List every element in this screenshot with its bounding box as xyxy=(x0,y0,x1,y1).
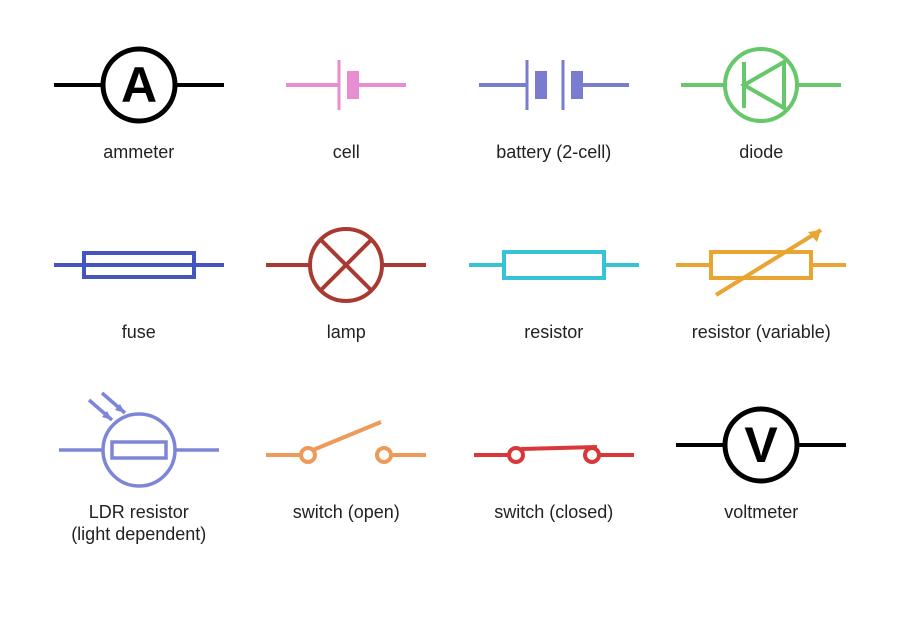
switch-open-symbol xyxy=(251,390,441,500)
cell-cell: cell xyxy=(248,30,446,190)
voltmeter-cell: V voltmeter xyxy=(663,390,861,550)
diode-symbol xyxy=(666,30,856,140)
switch-open-cell: switch (open) xyxy=(248,390,446,550)
var-resistor-cell: resistor (variable) xyxy=(663,210,861,370)
lamp-cell: lamp xyxy=(248,210,446,370)
battery-label: battery (2-cell) xyxy=(496,142,611,164)
ldr-symbol xyxy=(44,390,234,500)
symbol-grid: A ammeter cell battery (2-cell) xyxy=(40,30,860,550)
diode-label: diode xyxy=(739,142,783,164)
fuse-cell: fuse xyxy=(40,210,238,370)
var-resistor-label: resistor (variable) xyxy=(692,322,831,344)
diode-cell: diode xyxy=(663,30,861,190)
ammeter-cell: A ammeter xyxy=(40,30,238,190)
var-resistor-symbol xyxy=(666,210,856,320)
cell-symbol xyxy=(251,30,441,140)
ldr-label: LDR resistor(light dependent) xyxy=(71,502,206,545)
switch-closed-label: switch (closed) xyxy=(494,502,613,524)
resistor-symbol xyxy=(459,210,649,320)
cell-label: cell xyxy=(333,142,360,164)
fuse-symbol xyxy=(44,210,234,320)
voltmeter-label: voltmeter xyxy=(724,502,798,524)
voltmeter-symbol: V xyxy=(666,390,856,500)
switch-open-label: switch (open) xyxy=(293,502,400,524)
ldr-cell: LDR resistor(light dependent) xyxy=(40,390,238,550)
switch-closed-symbol xyxy=(459,390,649,500)
ammeter-symbol: A xyxy=(44,30,234,140)
ammeter-label: ammeter xyxy=(103,142,174,164)
svg-text:V: V xyxy=(745,417,779,473)
svg-text:A: A xyxy=(121,57,157,113)
fuse-label: fuse xyxy=(122,322,156,344)
battery-cell: battery (2-cell) xyxy=(455,30,653,190)
resistor-label: resistor xyxy=(524,322,583,344)
lamp-symbol xyxy=(251,210,441,320)
resistor-cell: resistor xyxy=(455,210,653,370)
lamp-label: lamp xyxy=(327,322,366,344)
switch-closed-cell: switch (closed) xyxy=(455,390,653,550)
battery-symbol xyxy=(459,30,649,140)
